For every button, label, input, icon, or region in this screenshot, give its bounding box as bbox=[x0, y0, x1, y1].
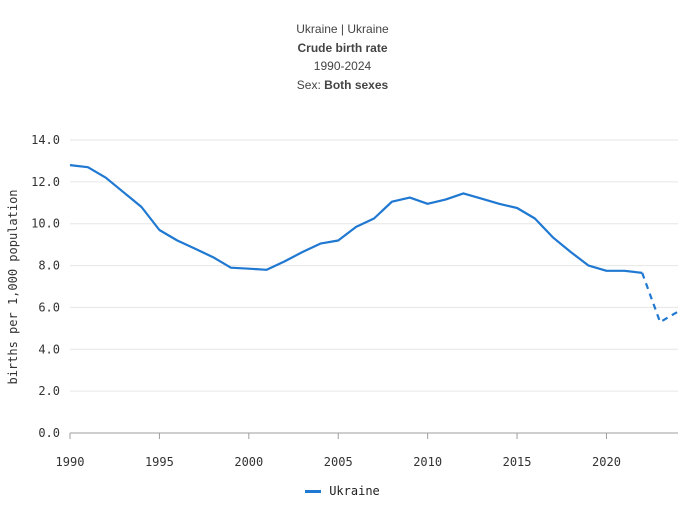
x-tick-label: 1990 bbox=[56, 455, 85, 469]
grid-lines bbox=[70, 139, 678, 434]
legend-swatch bbox=[305, 490, 322, 494]
chart-header: Ukraine | Ukraine Crude birth rate 1990-… bbox=[0, 20, 685, 94]
chart-title: Crude birth rate bbox=[297, 40, 388, 55]
series-line-ukraine[interactable] bbox=[69, 164, 643, 274]
x-tick-label: 2000 bbox=[234, 455, 263, 469]
chart-period: 1990-2024 bbox=[313, 59, 372, 73]
series-group bbox=[69, 164, 679, 324]
y-tick-label: 6.0 bbox=[38, 300, 60, 314]
x-tick-label: 2015 bbox=[503, 455, 532, 469]
sex-value: Both sexes bbox=[324, 77, 389, 92]
y-tick-label: 0.0 bbox=[38, 426, 60, 440]
x-tick-label: 2010 bbox=[413, 455, 442, 469]
y-axis-label: births per 1,000 population bbox=[6, 189, 20, 384]
sex-label: Sex: bbox=[296, 77, 325, 92]
y-tick-label: 10.0 bbox=[31, 217, 60, 231]
y-tick-label: 12.0 bbox=[31, 175, 60, 189]
y-tick-label: 8.0 bbox=[38, 259, 60, 273]
x-tick-label: 2005 bbox=[324, 455, 353, 469]
x-tick-label: 2020 bbox=[592, 455, 621, 469]
chart-location: Ukraine | Ukraine bbox=[296, 22, 389, 36]
y-tick-label: 2.0 bbox=[38, 384, 60, 398]
x-tick-label: 1995 bbox=[145, 455, 174, 469]
series-line-ukraine-projection[interactable] bbox=[641, 272, 679, 324]
chart-sex-filter: Sex: Both sexes bbox=[0, 76, 685, 95]
legend-label-ukraine: Ukraine bbox=[329, 484, 380, 498]
y-axis-ticks: 0.0 2.0 4.0 6.0 8.0 10.0 12.0 14.0 bbox=[31, 133, 60, 440]
x-axis-ticks: 1990 1995 2000 2005 2010 2015 2020 bbox=[56, 433, 621, 469]
y-tick-label: 14.0 bbox=[31, 133, 60, 147]
y-tick-label: 4.0 bbox=[38, 342, 60, 356]
chart-legend[interactable]: Ukraine bbox=[0, 484, 685, 498]
